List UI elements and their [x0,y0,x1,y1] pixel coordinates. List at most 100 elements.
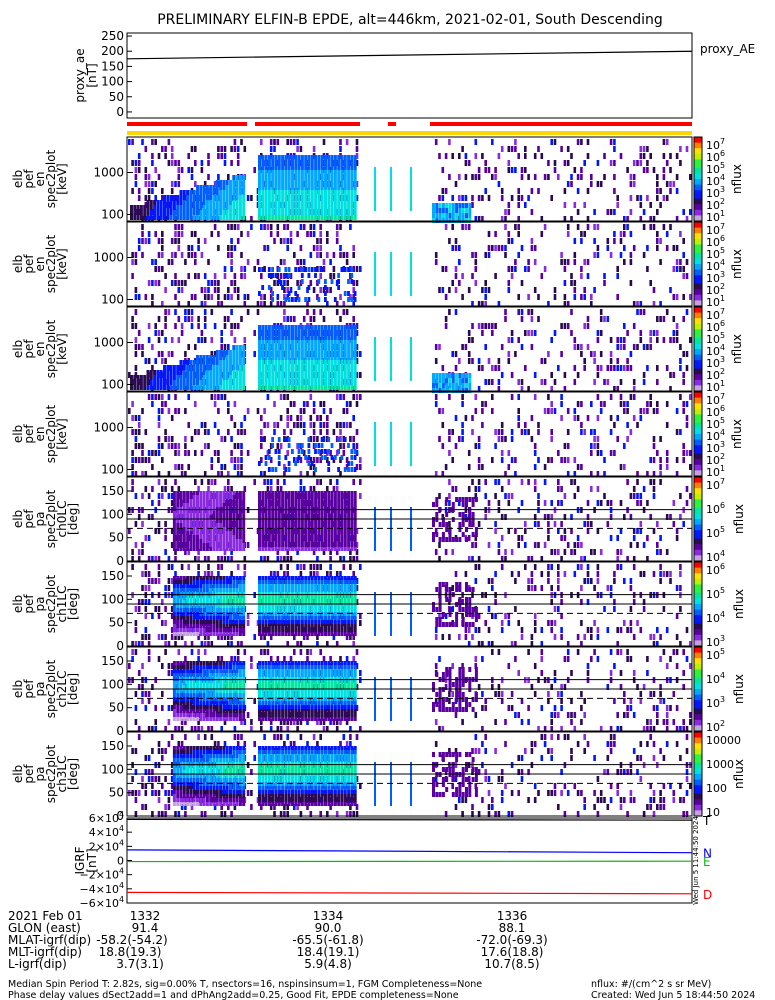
heatmap-band-cell [320,527,324,531]
heatmap-band-cell [307,437,311,442]
heatmap-band-cell [324,330,327,335]
heatmap-cell [632,556,636,562]
heatmap-cell [682,351,685,357]
heatmap-band-cell [271,165,275,170]
heatmap-cell [507,287,511,293]
heatmap-band-cell [347,325,351,330]
heatmap-band-cell [139,375,143,380]
heatmap-band-cell [343,535,347,539]
heatmap-band-cell [310,200,314,205]
status-bars [127,122,692,135]
heatmap-band-cell [294,539,298,543]
heatmap-cell [339,252,342,258]
heatmap-band-cell [291,495,294,499]
heatmap-band-cell [277,279,281,284]
heatmap-cell [134,641,138,647]
heatmap-band-cell [238,385,242,390]
heatmap-band-cell [327,360,331,365]
heatmap-cell [335,394,339,400]
heatmap-cell [296,188,299,194]
heatmap-cell [141,542,144,548]
colorbar-segment [694,448,702,452]
heatmap-cell [299,224,303,230]
heatmap-band-cell [176,499,180,503]
heatmap-band-cell [304,190,308,195]
heatmap-band-cell [277,539,281,543]
heatmap-cell [557,174,560,180]
heatmap-band-cell [267,180,271,185]
heatmap-band-cell [294,215,298,220]
heatmap-band-cell [163,380,166,385]
heatmap-cell [619,464,623,470]
heatmap-band-cell [300,190,304,195]
heatmap-band-cell [264,215,268,220]
heatmap-cell [629,351,633,357]
heatmap-band-cell [471,532,475,537]
heatmap-cell [639,500,643,506]
heatmap-cell [177,224,181,230]
heatmap-cell [642,486,646,492]
heatmap-cell [309,457,313,463]
heatmap-cell [672,181,676,187]
heatmap-band-cell [271,160,275,165]
heatmap-band-cell [324,345,327,350]
heatmap-band-cell [209,523,213,527]
heatmap-band-cell [222,495,226,499]
heatmap-cell [177,167,181,173]
heatmap-band-cell [310,495,314,499]
heatmap-band-cell [205,511,209,515]
colorbar-segment [694,184,702,188]
heatmap-band-cell [307,499,311,503]
heatmap-band-cell [264,330,268,335]
heatmap-band-cell [258,195,261,200]
heatmap-cell [669,337,672,343]
heatmap-band-cell [267,455,271,460]
heatmap-cell [461,273,464,279]
heatmap-cell [157,493,161,499]
heatmap-cell [279,365,283,371]
heatmap-cell [510,266,514,272]
heatmap-band-cell [284,160,288,165]
heatmap-band-cell [202,215,206,220]
heatmap-cell [269,146,273,152]
heatmap-band-cell [297,180,301,185]
heatmap-band-cell [271,527,275,531]
heatmap-cell [164,337,167,343]
heatmap-cell [576,224,580,230]
colorbar-segment [694,247,702,251]
heatmap-band-cell [267,507,271,511]
heatmap-cell [623,514,626,520]
heatmap-cell [296,549,299,555]
heatmap-cell [279,202,283,208]
heatmap-band-cell [353,385,357,390]
heatmap-cell [537,316,540,322]
heatmap-band-cell [149,380,153,385]
heatmap-band-cell [196,185,199,190]
heatmap-band-cell [182,210,186,215]
heatmap-band-cell [212,507,216,511]
heatmap-band-cell [222,547,226,551]
heatmap-cell [141,443,144,449]
heatmap-band-cell [294,205,298,210]
heatmap-band-cell [307,210,311,215]
heatmap-cell [672,521,676,527]
heatmap-band-cell [347,370,351,375]
heatmap-cell [613,188,616,194]
heatmap-cell [444,549,448,555]
heatmap-band-cell [258,210,261,215]
heatmap-band-cell [441,203,445,208]
heatmap-band-cell [297,160,301,165]
heatmap-band-cell [215,507,219,511]
heatmap-band-cell [340,330,344,335]
heatmap-band-cell [314,325,318,330]
heatmap-band-cell [287,511,291,515]
heatmap-band-cell [438,208,442,213]
heatmap-cell [570,216,573,222]
heatmap-cell [636,528,639,534]
heatmap-cell [296,231,299,237]
heatmap-band-cell [291,200,294,205]
heatmap-band-cell [294,340,298,345]
heatmap-cell [583,521,586,527]
heatmap-band-cell [209,511,213,515]
heatmap-cell [296,259,299,265]
